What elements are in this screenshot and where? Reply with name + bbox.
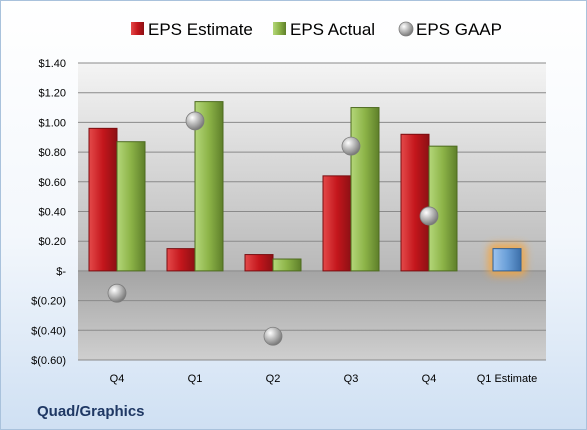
- legend-marker: [131, 22, 144, 35]
- point: [263, 326, 283, 346]
- x-tick-label: Q2: [266, 373, 281, 385]
- y-tick-label: $1.00: [38, 117, 66, 129]
- company-name: Quad/Graphics: [37, 403, 145, 420]
- bar: [350, 107, 380, 272]
- legend-label: EPS Estimate: [148, 20, 253, 39]
- bar: [166, 248, 196, 272]
- bar: [322, 175, 352, 272]
- bar: [244, 254, 274, 272]
- y-tick-label: $1.40: [38, 58, 66, 70]
- bar: [88, 127, 118, 272]
- legend-label: EPS Actual: [290, 20, 375, 39]
- x-tick-label: Q4: [422, 373, 437, 385]
- x-tick-label: Q4: [110, 373, 125, 385]
- bar: [116, 141, 146, 272]
- plot-area-positive: [78, 63, 546, 271]
- x-tick-label: Q3: [344, 373, 359, 385]
- bar: [400, 133, 430, 272]
- point: [341, 136, 361, 156]
- x-tick-label: Q1: [188, 373, 203, 385]
- y-tick-label: $(0.20): [31, 296, 66, 308]
- eps-chart: $1.40 $1.20 $1.00 $0.80 $0.60 $0.40 $0.20 $- $(0…: [31, 20, 546, 385]
- bar: [272, 258, 302, 272]
- x-tick-label: Q1 Estimate: [477, 373, 538, 385]
- y-tick-label: $-: [56, 266, 66, 278]
- y-tick-label: $0.80: [38, 147, 66, 159]
- plot-area-negative: [78, 270, 546, 360]
- point: [185, 111, 205, 131]
- y-tick-label: $(0.40): [31, 325, 66, 337]
- bar: [492, 248, 522, 272]
- legend-marker: [398, 21, 414, 37]
- point: [107, 283, 127, 303]
- legend-marker: [273, 22, 286, 35]
- y-tick-label: $1.20: [38, 88, 66, 100]
- y-tick-label: $0.40: [38, 207, 66, 219]
- point: [419, 206, 439, 226]
- y-tick-label: $(0.60): [31, 355, 66, 367]
- y-tick-label: $0.20: [38, 236, 66, 248]
- bar: [194, 101, 224, 272]
- legend-label: EPS GAAP: [416, 20, 502, 39]
- y-tick-label: $0.60: [38, 177, 66, 189]
